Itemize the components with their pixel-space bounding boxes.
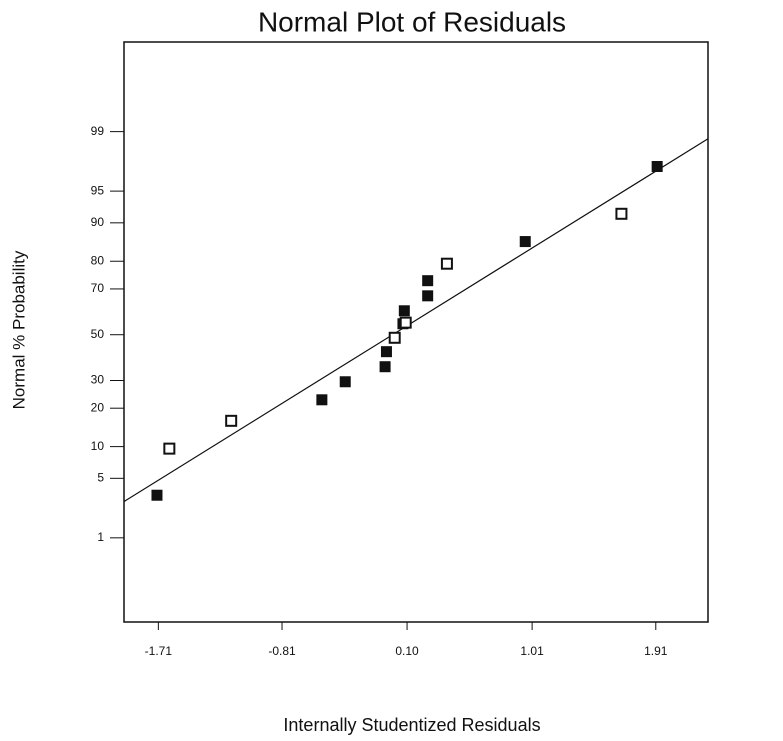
y-tick-label: 90	[91, 215, 105, 229]
y-tick-label: 80	[91, 253, 105, 267]
y-tick-label: 5	[97, 470, 104, 484]
data-point	[151, 489, 163, 501]
y-tick-label: 95	[91, 183, 105, 197]
y-axis-label: Normal % Probability	[9, 250, 28, 409]
data-point	[379, 361, 391, 373]
data-point	[651, 160, 663, 172]
y-tick-label: 1	[97, 530, 104, 544]
fit-line	[123, 138, 709, 503]
data-point	[316, 394, 328, 406]
data-point	[225, 414, 238, 427]
data-point	[398, 305, 410, 317]
y-tick-label: 99	[91, 124, 105, 138]
y-tick-label: 30	[91, 373, 105, 387]
data-point	[380, 346, 392, 358]
data-point	[422, 275, 434, 287]
y-tick-label: 10	[91, 439, 105, 453]
x-tick-label: -1.71	[145, 644, 173, 658]
chart-title: Normal Plot of Residuals	[258, 6, 566, 37]
y-tick-label: 50	[91, 327, 105, 341]
x-tick-label: 1.91	[644, 644, 668, 658]
x-axis-label: Internally Studentized Residuals	[283, 715, 540, 735]
data-point	[163, 442, 176, 455]
data-point	[399, 316, 412, 329]
data-point	[422, 290, 434, 302]
data-point	[388, 331, 401, 344]
data-point	[440, 257, 453, 270]
data-point	[339, 376, 351, 388]
y-tick-label: 70	[91, 281, 105, 295]
plot-frame	[123, 41, 709, 623]
x-tick-label: 1.01	[520, 644, 544, 658]
x-tick-label: 0.10	[395, 644, 419, 658]
x-tick-label: -0.81	[268, 644, 296, 658]
data-point	[615, 207, 628, 220]
data-point	[519, 236, 531, 248]
y-tick-label: 20	[91, 400, 105, 414]
